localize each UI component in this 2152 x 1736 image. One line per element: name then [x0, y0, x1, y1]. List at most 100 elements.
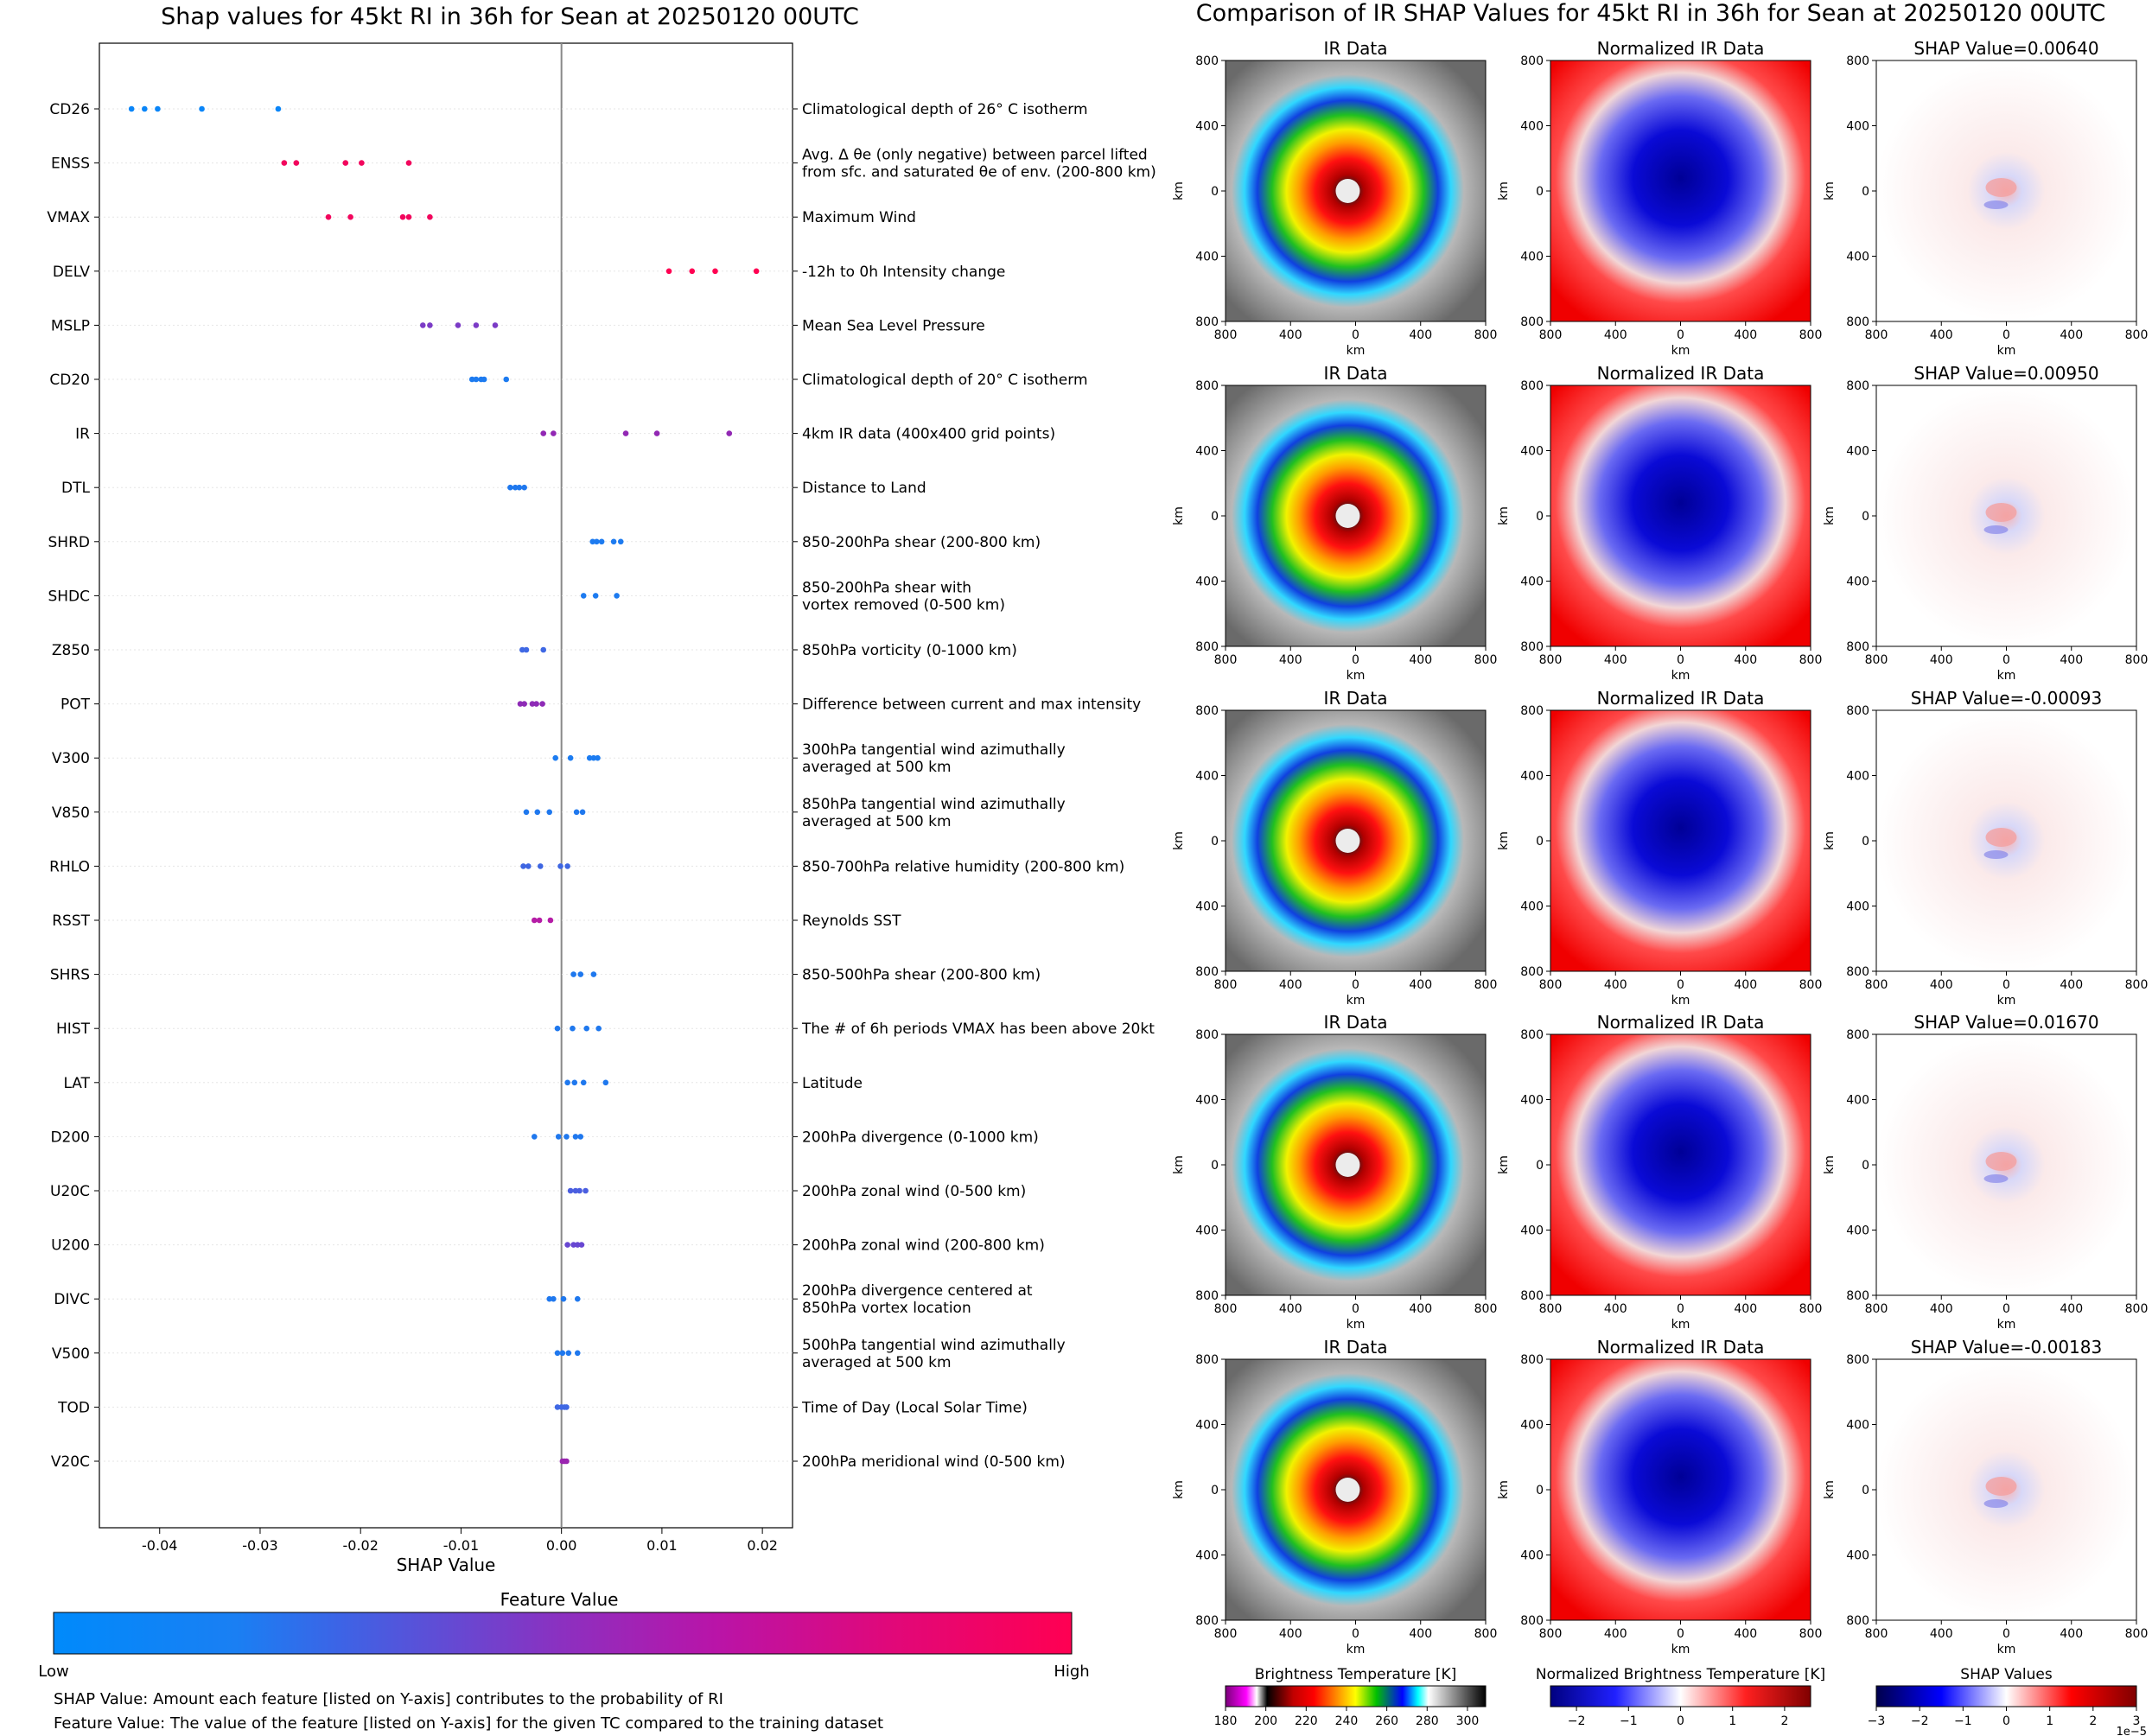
shap-point: [517, 701, 524, 707]
feature-description: Reynolds SST: [802, 913, 901, 930]
y-tick-label: 400: [1520, 900, 1544, 914]
y-tick-label: 0: [1211, 510, 1219, 524]
shap-point: [563, 1458, 570, 1465]
colorbar-tick-label: 260: [1375, 1714, 1398, 1728]
feature-description: 500hPa tangential wind azimuthally: [802, 1337, 1066, 1354]
y-tick-label: 800: [1846, 379, 1869, 393]
shap-point: [523, 646, 530, 653]
feature-description: Climatological depth of 20° C isotherm: [802, 372, 1088, 389]
x-tick-label: 0: [1677, 328, 1684, 342]
y-tick-label: 800: [1846, 54, 1869, 68]
shap-point: [199, 105, 205, 112]
x-tick-label: 400: [1930, 1302, 1953, 1316]
shap-point: [419, 322, 426, 328]
shap-point: [520, 863, 526, 869]
feature-description: vortex removed (0-500 km): [802, 596, 1005, 614]
y-axis-label: km: [1497, 831, 1511, 850]
heatmap-panel: Normalized IR Data8008004004000040040080…: [1497, 1337, 1822, 1657]
shap-point: [521, 484, 527, 491]
feature-label: SHDC: [48, 588, 90, 605]
shap-point: [726, 430, 733, 436]
shap-point: [563, 1134, 570, 1140]
x-tick-label: -0.04: [142, 1537, 177, 1554]
y-axis-label: km: [1497, 181, 1511, 200]
colorbar-bar: [1875, 1685, 2137, 1707]
y-axis-label: km: [1497, 1155, 1511, 1174]
x-tick-label: 800: [1539, 653, 1563, 667]
storm-eye: [1335, 829, 1360, 853]
shap-point: [525, 863, 532, 869]
heatmap-panel: Normalized IR Data8008004004000040040080…: [1497, 38, 1822, 358]
x-tick-label: 800: [1214, 1302, 1238, 1316]
panel-image: [1550, 60, 1811, 322]
y-tick-label: 800: [1846, 1028, 1869, 1042]
x-tick-label: 400: [1930, 978, 1953, 992]
y-axis-label: km: [1172, 1155, 1186, 1174]
shap-point: [572, 1187, 579, 1194]
shap-point: [529, 701, 536, 707]
feature-value-note: Feature Value: The value of the feature …: [54, 1714, 884, 1733]
y-tick-label: 400: [1846, 1549, 1869, 1563]
y-tick-label: 400: [1520, 1224, 1544, 1238]
shap-point: [468, 376, 475, 383]
shap-point: [481, 376, 487, 383]
x-tick-label: 0: [1352, 978, 1359, 992]
feature-description: 200hPa zonal wind (200-800 km): [802, 1237, 1045, 1255]
colorbar-tick-label: −2: [1911, 1714, 1929, 1728]
shap-point: [564, 1242, 570, 1248]
colorbar-offset: 1e−5: [2117, 1726, 2147, 1736]
x-tick-label: 400: [1279, 1627, 1302, 1641]
y-tick-label: 0: [1862, 1159, 1869, 1173]
feature-label: POT: [60, 696, 91, 714]
feature-label: V300: [52, 750, 90, 767]
shap-point: [531, 1134, 538, 1140]
x-tick-label: 0: [1677, 1627, 1684, 1641]
y-tick-label: 400: [1846, 251, 1869, 264]
shap-point: [473, 376, 480, 383]
panel-title: Normalized IR Data: [1597, 38, 1765, 59]
y-tick-label: 800: [1520, 965, 1544, 979]
colorbar-low-label: Low: [38, 1663, 68, 1681]
x-tick-label: 400: [1604, 653, 1627, 667]
shap-point: [589, 538, 595, 545]
feature-description: 850-200hPa shear (200-800 km): [802, 534, 1041, 551]
y-tick-label: 400: [1520, 251, 1544, 264]
shap-point: [594, 538, 600, 545]
feature-description: from sfc. and saturated θe of env. (200-…: [802, 164, 1156, 181]
y-tick-label: 800: [1195, 640, 1219, 654]
x-tick-label: 800: [1214, 653, 1238, 667]
y-tick-label: 400: [1520, 770, 1544, 784]
shap-point: [536, 917, 543, 924]
colorbar-tick-label: 180: [1214, 1714, 1238, 1728]
shap-point: [427, 213, 433, 220]
shap-point: [427, 322, 433, 328]
y-tick-label: 0: [1536, 835, 1544, 849]
x-tick-label: 800: [1539, 978, 1563, 992]
colorbar-tick-label: 280: [1416, 1714, 1439, 1728]
feature-label: D200: [50, 1129, 90, 1146]
shap-point: [570, 1242, 576, 1248]
colorbar-tick-label: −1: [1620, 1714, 1638, 1728]
shap-point: [555, 1134, 562, 1140]
panel-title: SHAP Value=0.00640: [1913, 38, 2098, 59]
feature-label: RSST: [52, 913, 90, 930]
shap-value-note: SHAP Value: Amount each feature [listed …: [54, 1690, 723, 1708]
x-tick-label: 400: [1734, 653, 1757, 667]
y-tick-label: 400: [1195, 1224, 1219, 1238]
feature-label: V20C: [51, 1453, 90, 1471]
shap-positive-blob: [1985, 1477, 2017, 1496]
feature-description: The # of 6h periods VMAX has been above …: [801, 1021, 1155, 1038]
y-tick-label: 400: [1846, 445, 1869, 459]
y-tick-label: 400: [1195, 900, 1219, 914]
panel-title: Normalized IR Data: [1597, 1337, 1765, 1358]
y-axis-label: km: [1823, 506, 1837, 525]
feature-description: -12h to 0h Intensity change: [802, 264, 1005, 281]
y-tick-label: 800: [1520, 1353, 1544, 1367]
shap-summary-title: Shap values for 45kt RI in 36h for Sean …: [161, 3, 859, 30]
shap-point: [540, 646, 547, 653]
shap-point: [142, 105, 148, 112]
x-axis-label: km: [1997, 669, 2016, 683]
panel-title: IR Data: [1324, 363, 1388, 384]
